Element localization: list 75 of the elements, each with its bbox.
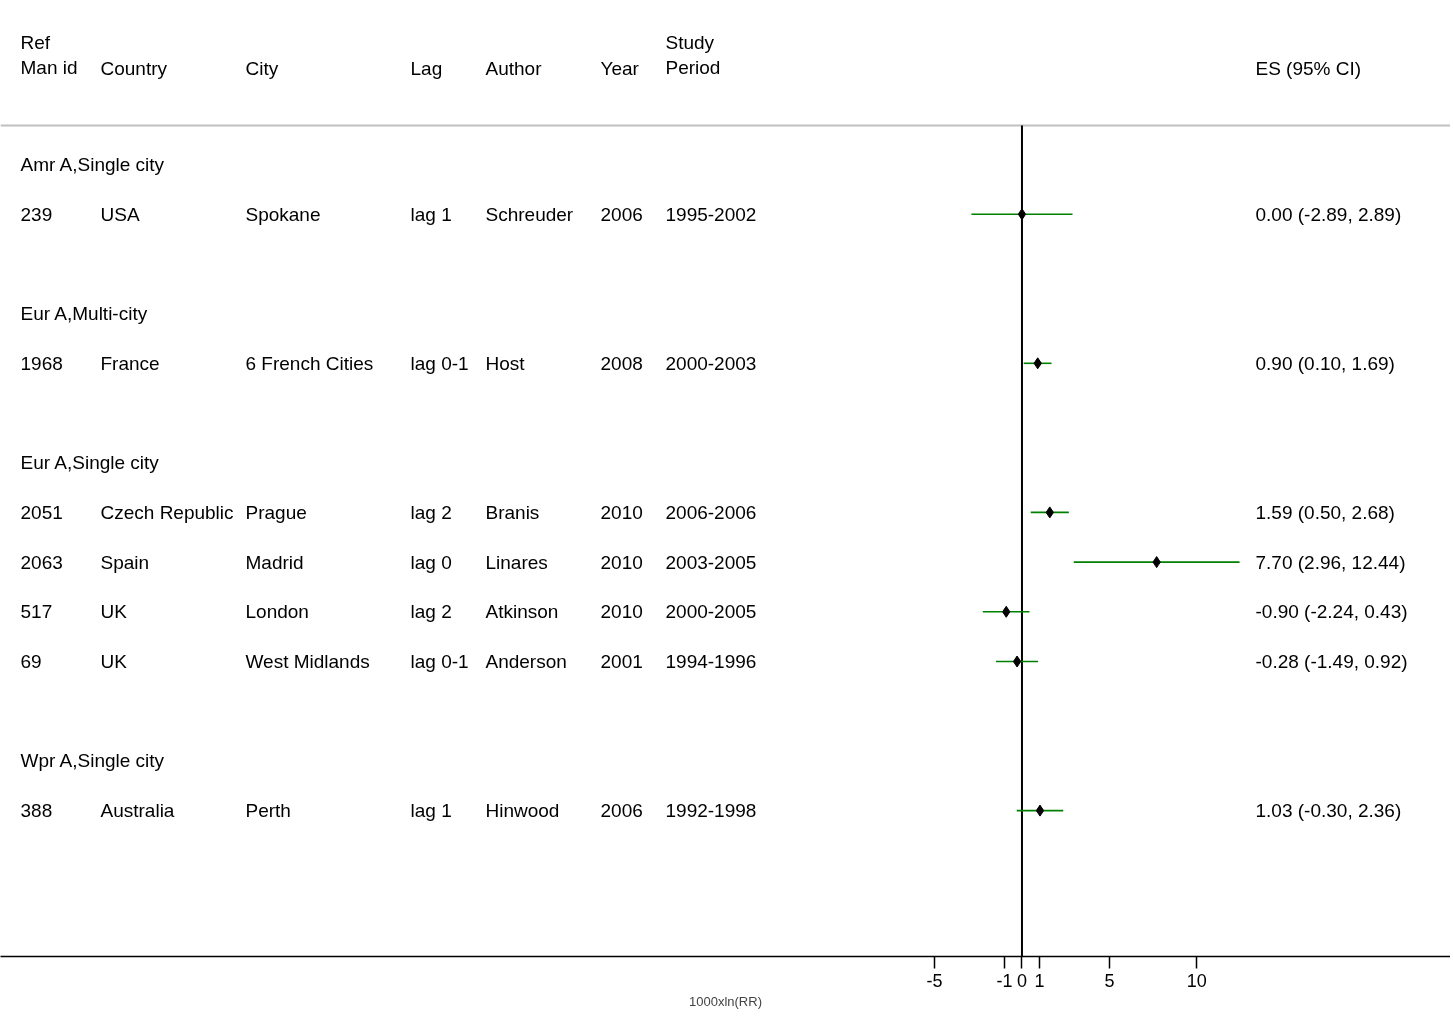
annotation: 1.03 (-0.30, 2.36)	[1255, 800, 1402, 822]
x-tick-label: -5	[926, 970, 943, 991]
annotation: lag 0-1	[410, 651, 469, 672]
annotation: Madrid	[245, 551, 304, 573]
annotation: UK	[100, 601, 128, 623]
annotation: Branis	[485, 501, 540, 523]
annotation: Atkinson	[485, 601, 559, 623]
text: Year	[600, 57, 640, 79]
y-tick-label: Wpr A,Single city	[20, 750, 165, 772]
text: ES (95% CI)	[1255, 57, 1362, 79]
annotation: 0.00 (-2.89, 2.89)	[1255, 203, 1402, 225]
x-tick-label: 0	[1016, 970, 1027, 991]
annotation: 2006	[600, 203, 643, 225]
text: Country	[100, 57, 168, 79]
annotation: Czech Republic	[100, 501, 234, 523]
annotation: Prague	[245, 501, 307, 523]
y-tick-label: 2063	[20, 551, 63, 573]
annotation: 7.70 (2.96, 12.44)	[1255, 551, 1406, 573]
annotation: Perth	[245, 800, 291, 822]
annotation: 2010	[600, 601, 643, 623]
annotation: Spain	[100, 551, 150, 573]
text: Lag	[410, 57, 443, 79]
annotation: 2008	[600, 352, 643, 374]
text: Ref Man id	[20, 32, 78, 79]
annotation: 1995-2002	[665, 203, 757, 225]
x-tick-label: 1	[1034, 970, 1045, 991]
y-tick-label: Amr A,Single city	[20, 154, 165, 175]
annotation: West Midlands	[245, 651, 370, 672]
annotation: France	[100, 352, 160, 374]
annotation: 2001	[600, 651, 643, 672]
annotation: -0.28 (-1.49, 0.92)	[1255, 651, 1408, 672]
y-tick-label: 517	[20, 601, 53, 623]
text: Author	[485, 57, 543, 79]
annotation: 2010	[600, 551, 643, 573]
y-tick-label: Eur A,Single city	[20, 452, 160, 474]
annotation: 1992-1998	[665, 800, 757, 822]
annotation: 2003-2005	[665, 551, 757, 573]
y-tick-label: Eur A,Multi-city	[20, 303, 148, 325]
annotation: -0.90 (-2.24, 0.43)	[1255, 601, 1408, 623]
y-tick-label: 2051	[20, 501, 63, 523]
annotation: 2000-2003	[665, 352, 757, 374]
annotation: lag 0	[410, 551, 452, 573]
annotation: lag 0-1	[410, 352, 469, 374]
annotation: 2006-2006	[665, 501, 757, 523]
annotation: Australia	[100, 800, 175, 822]
annotation: UK	[100, 651, 128, 672]
annotation: 6 French Cities	[245, 352, 374, 374]
annotation: 2006	[600, 800, 643, 822]
annotation: 2000-2005	[665, 601, 757, 623]
annotation: USA	[100, 203, 140, 225]
annotation: London	[245, 601, 309, 623]
annotation: 1.59 (0.50, 2.68)	[1255, 501, 1395, 523]
annotation: lag 2	[410, 501, 452, 523]
annotation: Host	[485, 352, 526, 374]
annotation: Spokane	[245, 203, 321, 225]
annotation: lag 1	[410, 800, 452, 822]
annotation: Linares	[485, 551, 548, 573]
y-tick-label: 239	[20, 203, 53, 225]
annotation: lag 2	[410, 601, 452, 623]
text: City	[245, 57, 279, 79]
x-tick-label: 5	[1104, 970, 1115, 991]
annotation: 1994-1996	[665, 651, 757, 672]
annotation: 2010	[600, 501, 643, 523]
x-tick-label: -1	[996, 970, 1013, 991]
y-tick-label: 69	[20, 651, 42, 672]
annotation: lag 1	[410, 203, 452, 225]
text: Study Period	[665, 32, 721, 79]
x-axis-title: 1000xln(RR)	[689, 993, 762, 1009]
annotation: Schreuder	[485, 203, 574, 225]
x-tick-label: 10	[1186, 970, 1207, 991]
annotation: 0.90 (0.10, 1.69)	[1255, 352, 1395, 374]
annotation: Anderson	[485, 651, 567, 672]
y-tick-label: 1968	[20, 352, 63, 374]
y-tick-label: 388	[20, 800, 53, 822]
annotation: Hinwood	[485, 800, 560, 822]
